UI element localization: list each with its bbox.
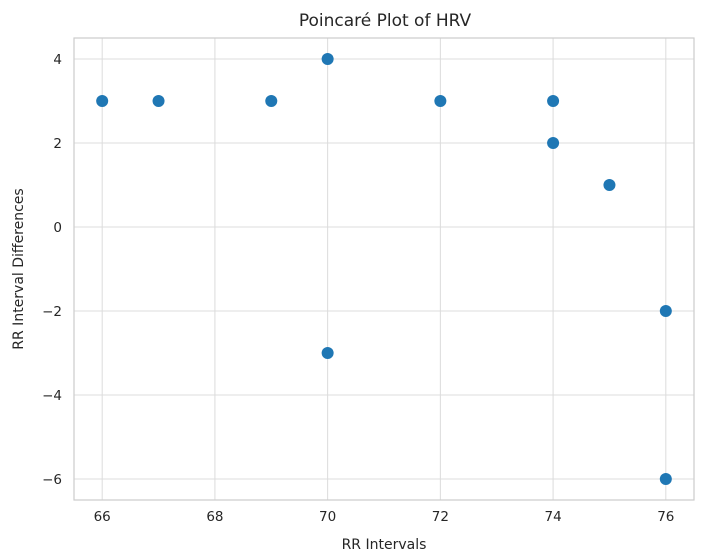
y-tick-label: −2 (42, 304, 62, 320)
grid-lines (74, 38, 694, 500)
chart-title: Poincaré Plot of HRV (299, 11, 472, 31)
x-tick-label: 76 (657, 509, 674, 525)
y-tick-labels: −6 −4 −2 0 2 4 (42, 52, 62, 488)
scatter-point (547, 137, 560, 149)
scatter-point (96, 95, 109, 107)
x-tick-labels: 66 68 70 72 74 76 (94, 509, 675, 525)
y-tick-label: 2 (53, 136, 62, 152)
y-axis-label: RR Interval Differences (11, 188, 27, 349)
scatter-point (152, 95, 165, 107)
plot-frame (73, 37, 695, 501)
x-tick-label: 74 (544, 509, 561, 525)
y-tick-label: −6 (42, 472, 62, 488)
y-tick-label: −4 (42, 388, 62, 404)
y-tick-label: 0 (53, 220, 62, 236)
y-tick-label: 4 (53, 52, 62, 68)
scatter-point (434, 95, 447, 107)
x-tick-label: 66 (94, 509, 111, 525)
scatter-point (659, 305, 672, 317)
x-axis-label: RR Intervals (342, 537, 427, 553)
x-tick-label: 72 (432, 509, 449, 525)
x-tick-label: 70 (319, 509, 336, 525)
scatter-point (603, 179, 616, 191)
scatter-point (659, 473, 672, 485)
x-tick-label: 68 (206, 509, 223, 525)
scatter-point (321, 53, 334, 65)
scatter-point (321, 347, 334, 359)
scatter-point (265, 95, 278, 107)
data-points (96, 53, 672, 485)
scatter-point (547, 95, 560, 107)
